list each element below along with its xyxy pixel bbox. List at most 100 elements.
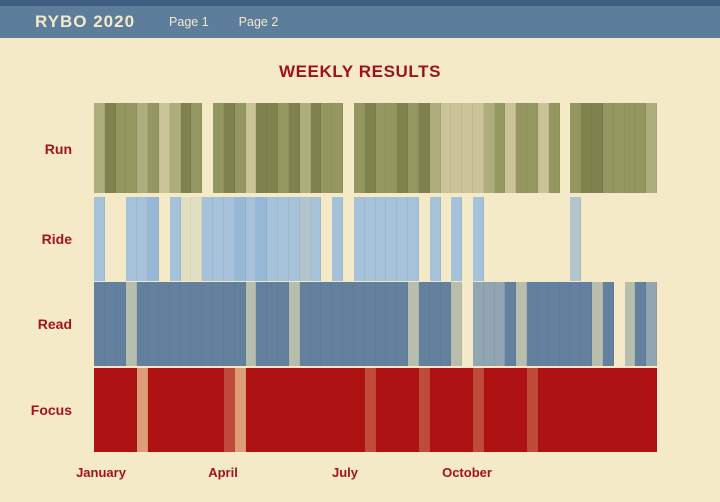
week-cell [451, 368, 463, 452]
week-cell [310, 103, 322, 193]
week-cell [559, 368, 571, 452]
header: RYBO 2020 Page 1 Page 2 [0, 6, 720, 38]
week-cell [288, 368, 300, 452]
week-cell [278, 103, 289, 193]
week-cell [397, 368, 409, 452]
week-cell [115, 103, 127, 193]
week-cell [548, 368, 560, 452]
week-cell [451, 197, 463, 281]
week-cell [375, 197, 387, 281]
week-cell [494, 368, 506, 452]
week-cell [191, 282, 203, 366]
nav-page-2[interactable]: Page 2 [238, 15, 279, 29]
week-cell [462, 368, 473, 452]
week-cell [180, 103, 192, 193]
week-cell [527, 197, 538, 281]
week-cell [202, 368, 214, 452]
week-cell [418, 282, 430, 366]
week-cell [527, 282, 538, 366]
week-cell [483, 282, 495, 366]
week-cell [386, 282, 398, 366]
week-cell [94, 282, 105, 366]
week-cell [267, 368, 279, 452]
week-cell [310, 282, 322, 366]
week-cell [180, 282, 192, 366]
week-cell [516, 282, 528, 366]
week-cell [267, 103, 279, 193]
week-cell [288, 197, 300, 281]
week-cell [364, 197, 376, 281]
week-cell [245, 197, 257, 281]
week-cell [624, 103, 636, 193]
week-cell [429, 197, 441, 281]
week-cell [234, 103, 246, 193]
week-cell [278, 368, 289, 452]
week-cell [429, 368, 441, 452]
week-cell [299, 368, 311, 452]
nav-page-1[interactable]: Page 1 [169, 15, 209, 29]
week-cell [321, 197, 332, 281]
week-cell [440, 103, 452, 193]
week-cell [451, 103, 463, 193]
week-cell [484, 197, 495, 281]
week-cell [592, 368, 603, 452]
week-cell [234, 282, 246, 366]
week-cell [613, 103, 625, 193]
week-cell [505, 197, 516, 281]
week-cell [310, 368, 322, 452]
week-cell [94, 197, 105, 281]
week-cell [386, 197, 398, 281]
week-cell [223, 368, 235, 452]
header-accent-bar [0, 0, 720, 6]
week-cell [299, 197, 311, 281]
week-cell [148, 197, 159, 281]
week-cell [116, 197, 127, 281]
week-cell [256, 282, 268, 366]
week-cell [614, 282, 625, 366]
week-cell [191, 103, 203, 193]
week-cell [646, 103, 658, 193]
week-cell [570, 282, 582, 366]
week-cell [343, 103, 354, 193]
week-cell [321, 103, 333, 193]
week-cell [386, 368, 398, 452]
week-cell [245, 282, 257, 366]
week-cell [635, 103, 647, 193]
week-cell [603, 197, 614, 281]
week-cell [495, 197, 506, 281]
week-cell [256, 368, 268, 452]
week-cell [234, 197, 246, 281]
week-cell [159, 197, 170, 281]
week-cell [462, 103, 473, 193]
week-cell [343, 282, 354, 366]
week-cell [148, 368, 159, 452]
week-cell [343, 368, 354, 452]
week-cell [126, 282, 138, 366]
week-cell [441, 197, 452, 281]
week-cell [516, 197, 527, 281]
week-cell [581, 103, 593, 193]
week-cell [213, 197, 224, 281]
week-cell [581, 282, 593, 366]
week-cell [613, 368, 625, 452]
week-cell [537, 368, 549, 452]
week-cell [256, 197, 268, 281]
week-cell [158, 368, 170, 452]
week-cell [505, 282, 517, 366]
week-cell [614, 197, 625, 281]
week-cell [245, 103, 257, 193]
week-cell [158, 282, 170, 366]
week-cell [137, 197, 149, 281]
week-cell [418, 103, 430, 193]
week-cell [343, 197, 354, 281]
week-cell [278, 197, 289, 281]
week-cell [288, 282, 300, 366]
nav: Page 1 Page 2 [169, 15, 278, 29]
week-cell [429, 103, 441, 193]
week-cell [223, 282, 235, 366]
week-cell [364, 282, 376, 366]
week-cell [234, 368, 246, 452]
week-cell [137, 103, 149, 193]
week-cell [635, 197, 646, 281]
week-cell [191, 368, 203, 452]
